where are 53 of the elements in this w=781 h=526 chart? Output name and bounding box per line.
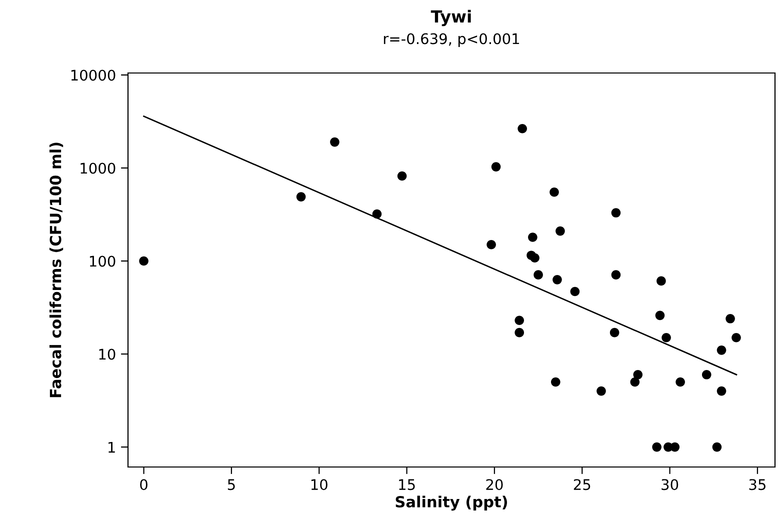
chart-title: Tywi [430, 10, 471, 26]
point [330, 137, 340, 147]
x-tick-label: 15 [399, 479, 415, 490]
point [139, 256, 148, 266]
x-tick-label: 5 [228, 479, 235, 490]
x-tick-label: 0 [140, 479, 148, 490]
point [528, 232, 538, 242]
point [633, 370, 643, 380]
point [716, 386, 726, 396]
point [655, 310, 665, 320]
point [570, 286, 580, 296]
x-tick-label: 30 [662, 479, 678, 490]
point [610, 328, 620, 338]
point [556, 226, 565, 236]
y-tick-label: 100 [90, 256, 116, 267]
point [611, 270, 621, 280]
x-tick-label: 25 [574, 479, 590, 490]
point [534, 270, 543, 280]
point [296, 192, 306, 202]
x-tick-label: 35 [749, 479, 766, 490]
point [732, 332, 741, 342]
x-tick-label: 10 [311, 479, 328, 490]
point [518, 124, 527, 134]
point [716, 346, 726, 355]
point [670, 442, 680, 452]
y-axis-title: Faecal coliforms (CFU/100 ml) [49, 142, 64, 398]
point [550, 187, 559, 197]
y-tick-label: 10 [99, 348, 116, 360]
point [514, 328, 524, 338]
point [596, 386, 606, 396]
point [662, 332, 671, 342]
point [630, 377, 640, 387]
x-axis-title: Salinity (ppt) [396, 496, 507, 511]
point [702, 370, 712, 380]
point [372, 209, 382, 219]
point [550, 377, 560, 387]
point [726, 314, 735, 324]
point [397, 171, 407, 181]
chart-subtitle: r=-0.639, p<0.001 [384, 33, 520, 48]
point [552, 275, 562, 284]
point [652, 442, 662, 452]
point [486, 240, 496, 250]
y-tick-label: 10000 [71, 70, 116, 81]
point [491, 162, 501, 172]
point [676, 377, 685, 387]
point [530, 253, 540, 263]
point [514, 316, 524, 326]
x-tick-label: 20 [486, 479, 503, 490]
point [712, 442, 722, 452]
y-tick-label: 1000 [80, 162, 116, 174]
y-tick-label: 1 [108, 442, 115, 453]
point [611, 208, 621, 218]
point [656, 276, 666, 286]
